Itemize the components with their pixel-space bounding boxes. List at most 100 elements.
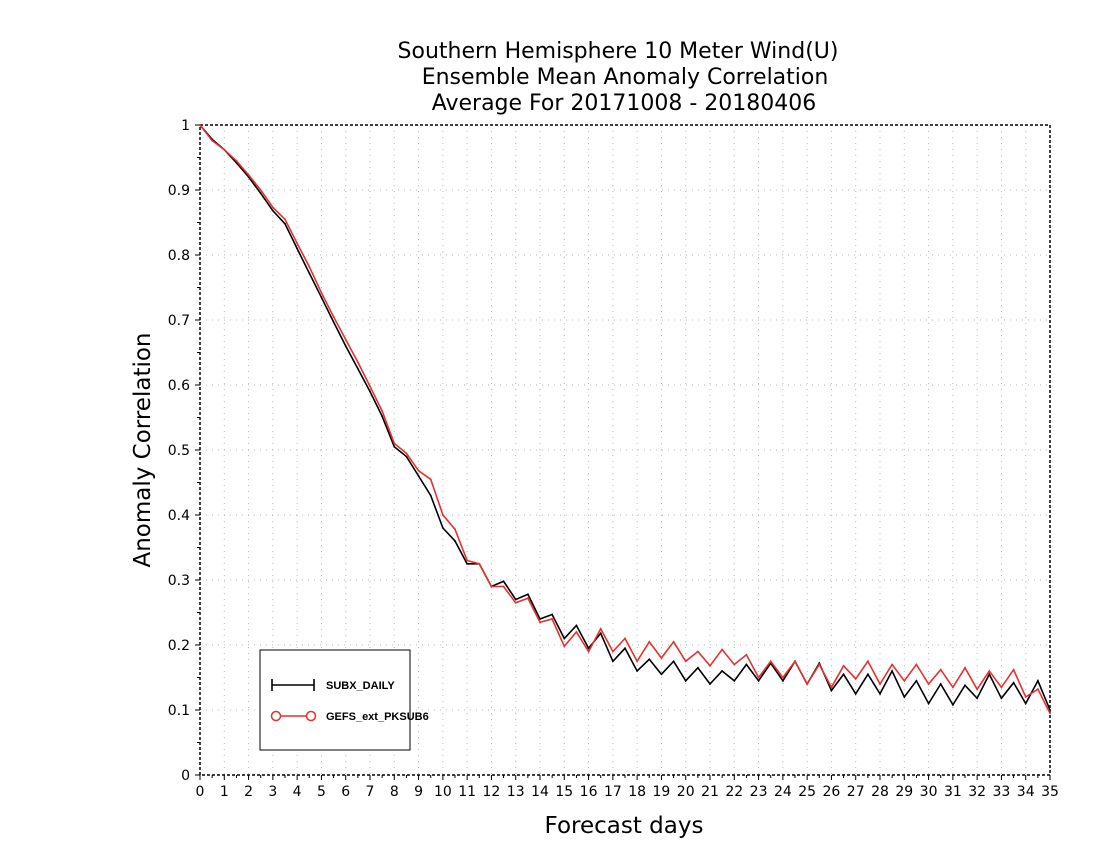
x-tick-label: 12 [483,784,501,800]
data-point [891,663,893,666]
data-point [320,296,323,299]
series-line-2 [199,124,1051,714]
y-axis-title: Anomaly Correlation [130,332,156,567]
x-tick-label: 17 [604,784,622,800]
data-point [442,514,444,516]
data-point [1049,712,1051,715]
data-point [745,653,748,656]
y-tick-label: 0.1 [168,703,190,719]
x-tick-label: 27 [847,784,865,800]
data-point [454,528,456,531]
data-point [976,688,978,691]
data-point [684,679,687,682]
data-point [636,660,638,663]
y-tick-label: 0.6 [168,378,190,394]
data-point [272,206,274,209]
data-point [417,469,420,472]
data-point [539,621,541,624]
data-point [599,632,602,635]
data-point [915,663,918,666]
x-tick-label: 19 [653,784,671,800]
data-point [1012,681,1015,684]
data-point [721,648,723,651]
data-point [514,598,517,601]
x-axis-title: Forecast days [545,813,704,839]
chart-title: Southern Hemisphere 10 Meter Wind(U) [398,39,839,64]
y-tick-label: 0.4 [168,508,190,524]
data-point [697,650,699,653]
data-point [806,683,808,685]
x-tick-label: 25 [798,784,816,800]
data-point [405,455,408,458]
data-point [721,670,723,672]
data-point [842,673,845,676]
x-tick-label: 26 [823,784,841,800]
x-tick-label: 9 [414,784,423,800]
data-point [782,679,784,682]
data-point [466,559,468,562]
data-point [988,673,991,676]
data-point [697,666,699,669]
data-point [927,702,930,705]
data-point [830,689,833,692]
data-point [939,683,942,685]
data-point [405,452,408,455]
data-point [648,658,651,661]
y-tick-label: 0.5 [168,443,190,459]
y-tick-label: 0.2 [168,638,190,654]
data-point [1049,709,1051,711]
data-point [587,650,590,653]
x-tick-label: 29 [895,784,913,800]
data-point [915,679,918,682]
data-point [587,647,590,650]
data-point [1037,688,1039,691]
data-point [927,683,930,685]
data-point [527,597,529,600]
data-point [964,666,966,669]
data-point [733,679,736,682]
x-tick-label: 0 [196,784,205,800]
data-point [575,624,578,627]
x-tick-label: 24 [774,784,792,800]
data-point [235,159,238,162]
x-tick-label: 14 [531,784,549,800]
data-point [709,664,711,667]
data-point [259,189,262,191]
data-point [952,686,954,689]
x-tick-label: 33 [993,784,1011,800]
data-point [1000,686,1003,689]
data-point [879,683,881,685]
data-point [381,410,383,412]
data-point [259,192,262,195]
data-point [296,247,298,250]
data-point [964,684,966,687]
data-point [891,670,893,672]
data-point [599,627,602,630]
data-point [344,345,347,347]
data-point [1000,697,1003,700]
data-point [612,660,614,663]
x-tick-label: 23 [750,784,768,800]
x-tick-label: 20 [677,784,695,800]
legend-label: SUBX_DAILY [326,680,395,692]
data-point [393,445,396,448]
data-point [1024,702,1027,705]
y-tick-label: 0.9 [168,183,190,199]
data-point [1037,679,1039,682]
grid-lines [200,125,1050,775]
data-point [939,668,942,671]
legend-circle-marker [270,710,282,722]
x-tick-label: 2 [244,784,253,800]
data-point [769,660,772,663]
data-point [357,361,359,364]
data-point [745,663,748,666]
data-point [976,697,978,700]
x-tick-label: 5 [317,784,326,800]
data-point [551,613,553,616]
data-point [830,686,833,689]
data-point [660,657,663,659]
data-point [842,664,845,667]
y-tick-label: 0 [181,768,190,784]
data-point [369,385,371,388]
data-point [393,442,396,445]
